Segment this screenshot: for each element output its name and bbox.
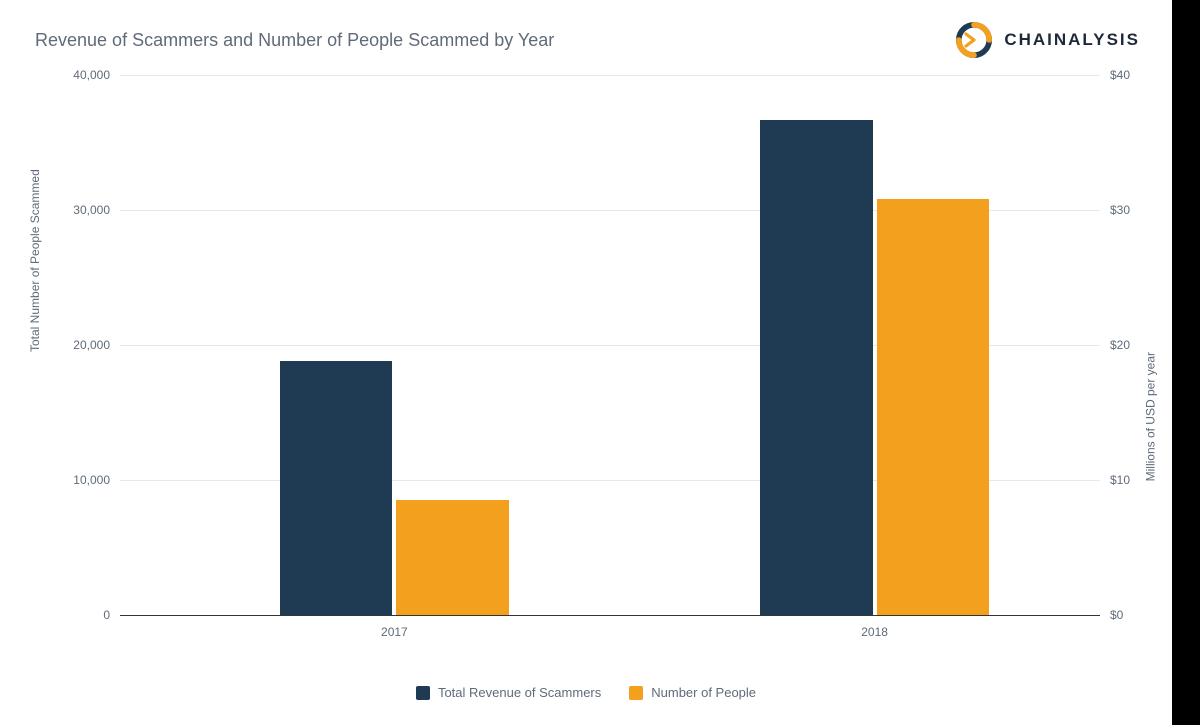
header: Revenue of Scammers and Number of People… [35,20,1140,60]
right-black-strip [1172,0,1200,725]
y-right-tick: $0 [1110,608,1123,622]
bar [396,500,509,615]
x-category-label: 2017 [381,625,408,639]
y-left-tick: 20,000 [73,338,110,352]
y-right-tick: $20 [1110,338,1130,352]
legend-item-people: Number of People [629,685,756,700]
legend-swatch-people [629,686,643,700]
legend-item-revenue: Total Revenue of Scammers [416,685,601,700]
y-left-axis-label: Total Number of People Scammed [28,169,42,352]
x-axis-baseline [120,615,1100,616]
y-left-tick: 30,000 [73,203,110,217]
bar [760,120,873,615]
y-right-tick: $40 [1110,68,1130,82]
bar [877,199,990,615]
legend-swatch-revenue [416,686,430,700]
gridline [120,75,1100,76]
y-left-tick: 10,000 [73,473,110,487]
chart-plot-area: 0$010,000$1020,000$2030,000$3040,000$402… [120,75,1100,615]
brand-name: CHAINALYSIS [1004,30,1140,50]
y-left-tick: 0 [103,608,110,622]
y-right-tick: $30 [1110,203,1130,217]
legend: Total Revenue of Scammers Number of Peop… [0,685,1172,700]
legend-label-people: Number of People [651,685,756,700]
legend-label-revenue: Total Revenue of Scammers [438,685,601,700]
chart-title: Revenue of Scammers and Number of People… [35,30,554,51]
chainalysis-logo-icon [954,20,994,60]
y-left-tick: 40,000 [73,68,110,82]
y-right-axis-label: Millions of USD per year [1143,352,1157,481]
brand-logo: CHAINALYSIS [954,20,1140,60]
x-category-label: 2018 [861,625,888,639]
y-right-tick: $10 [1110,473,1130,487]
bar [280,361,393,615]
